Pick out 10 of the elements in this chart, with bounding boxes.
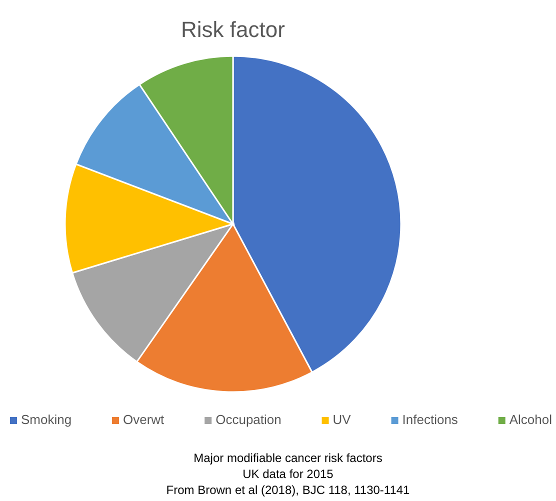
text: UK data for 2015 (242, 467, 334, 481)
legend-label: Occupation (216, 412, 282, 427)
legend-label: Smoking (21, 412, 72, 427)
legend-label: Overwt (123, 412, 165, 427)
legend-label: UV (332, 412, 352, 427)
legend-label: Infections (402, 412, 458, 427)
text: Major modifiable cancer risk factors (194, 451, 382, 465)
text: From Brown et al (2018), BJC 118, 1130-1141 (166, 483, 410, 497)
chart-title: Risk factor (181, 17, 285, 42)
legend-label: Alcohol (509, 412, 552, 427)
